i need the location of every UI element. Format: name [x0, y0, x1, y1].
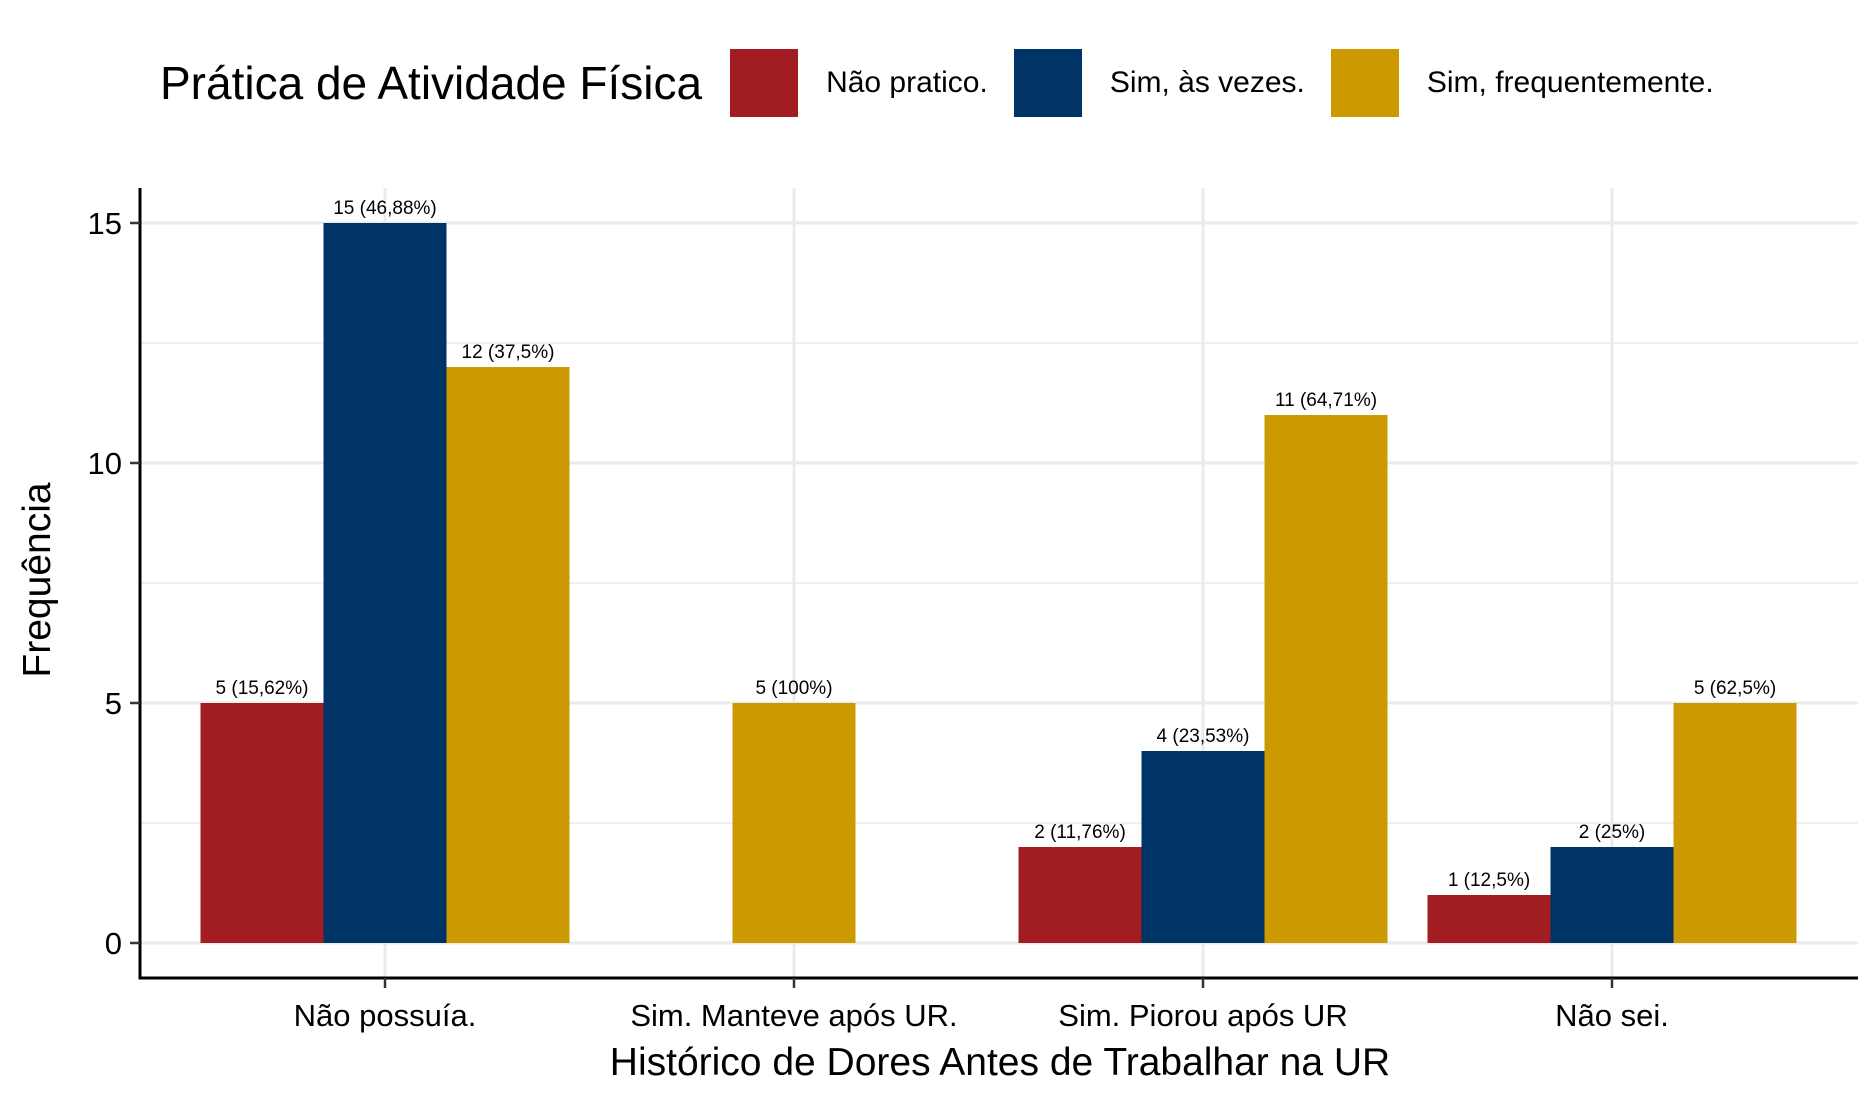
bar: [1673, 703, 1797, 943]
bar: [200, 703, 324, 943]
x-axis-title: Histórico de Dores Antes de Trabalhar na…: [610, 1041, 1390, 1084]
legend-item-nao-pratico: Não pratico.: [730, 49, 988, 117]
data-label: 5 (15,62%): [216, 678, 309, 699]
data-label: 2 (11,76%): [1034, 822, 1126, 843]
bar: [446, 367, 570, 943]
legend-title: Prática de Atividade Física: [160, 57, 703, 109]
data-label: 5 (62,5%): [1694, 678, 1776, 699]
legend: Prática de Atividade Física Não pratico.…: [160, 48, 1740, 118]
data-label: 5 (100%): [755, 678, 832, 699]
bar: [1550, 847, 1674, 943]
x-tick-label: Sim. Manteve após UR.: [630, 998, 957, 1033]
data-label: 4 (23,53%): [1157, 726, 1250, 747]
bar: [732, 703, 856, 943]
y-tick-label: 10: [88, 446, 122, 481]
bar: [1264, 415, 1388, 943]
x-tick-label: Sim. Piorou após UR: [1058, 998, 1347, 1033]
legend-label: Sim, às vezes.: [1109, 66, 1305, 99]
y-tick-label: 0: [105, 926, 122, 961]
data-label: 2 (25%): [1579, 822, 1646, 843]
y-tick-label: 15: [88, 206, 122, 241]
bar: [323, 223, 447, 943]
y-tick-label: 5: [105, 686, 122, 721]
legend-item-sim-frequentemente: Sim, frequentemente.: [1330, 49, 1714, 117]
axes: 0 5 10 15 Não possuía. Sim. Manteve após UR. S…: [88, 188, 1858, 1033]
data-label: 1 (12,5%): [1448, 870, 1530, 891]
bars: [200, 223, 1797, 943]
data-label: 12 (37,5%): [462, 342, 555, 363]
data-label: 15 (46,88%): [333, 198, 437, 219]
legend-swatch: [730, 49, 799, 117]
legend-label: Sim, frequentemente.: [1426, 66, 1714, 99]
data-labels: 5 (15,62%) 2 (11,76%) 1 (12,5%) 15 (46,88%)…: [216, 198, 1777, 891]
x-tick-label: Não possuía.: [294, 998, 477, 1033]
bar: [1141, 751, 1265, 943]
y-axis-title: Frequência: [16, 482, 59, 677]
legend-label: Não pratico.: [826, 66, 988, 99]
legend-swatch: [1013, 49, 1082, 117]
legend-swatch: [1330, 49, 1399, 117]
bar: [1427, 895, 1551, 943]
data-label: 11 (64,71%): [1275, 390, 1377, 411]
x-tick-label: Não sei.: [1555, 998, 1669, 1033]
bar: [1018, 847, 1142, 943]
legend-item-sim-as-vezes: Sim, às vezes.: [1013, 49, 1305, 117]
